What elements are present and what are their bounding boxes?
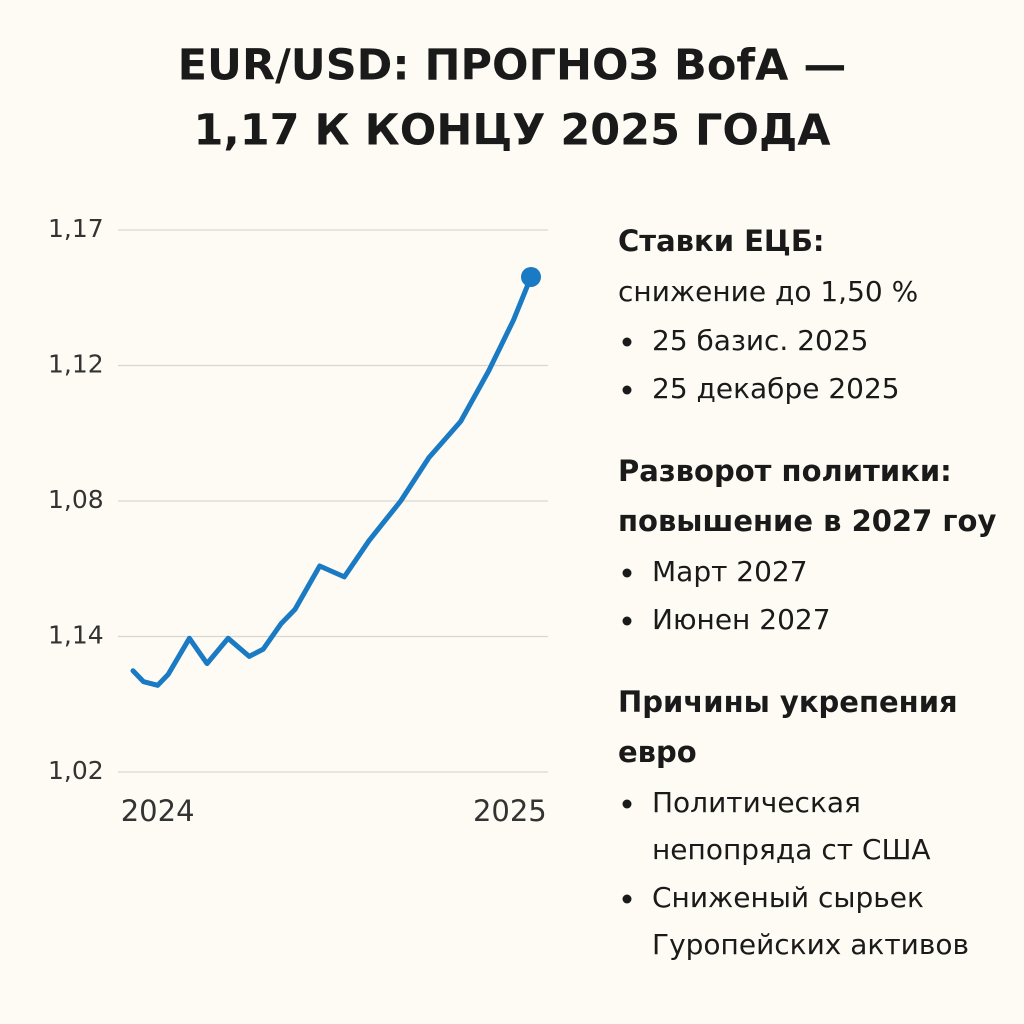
section-heading: Причины укрепения	[618, 685, 958, 719]
bullet-text: Политическая	[652, 786, 861, 819]
bullet-text: непопряда ст США	[652, 833, 931, 866]
y-tick-label: 1,08	[48, 485, 104, 514]
bullet-text: Сниженый сырьек	[652, 881, 924, 914]
bullet-text: 25 декабре 2025	[652, 372, 900, 405]
x-tick-label: 2025	[473, 794, 547, 828]
y-tick-label: 1,02	[48, 756, 104, 785]
bullet-dot	[622, 337, 632, 347]
bullet-text: Гуропейских активов	[652, 928, 969, 961]
bullet-text: Март 2027	[652, 555, 808, 588]
section-heading: Разворот политики:	[618, 454, 952, 488]
line-series	[130, 274, 534, 688]
title-line: EUR/USD: ПРОГНОЗ BofA —	[178, 41, 847, 91]
section-heading: евро	[618, 735, 697, 769]
y-tick-label: 1,14	[48, 621, 104, 650]
y-tick-label: 1,12	[48, 350, 104, 379]
section-heading: Ставки ЕЦБ:	[618, 224, 825, 258]
section-subtitle: снижение до 1,50 %	[618, 275, 918, 308]
y-tick-label: 1,17	[48, 214, 104, 243]
section-heading: повышение в 2027 гоу	[618, 504, 996, 538]
bullet-dot	[622, 616, 632, 626]
title-line: 1,17 К КОНЦУ 2025 ГОДА	[193, 106, 831, 156]
bullet-dot	[622, 385, 632, 395]
bullet-text: 25 базис. 2025	[652, 324, 869, 357]
x-tick-label: 2024	[121, 794, 195, 828]
bullet-dot	[622, 568, 632, 578]
end-point	[521, 266, 541, 287]
bullet-dot	[622, 894, 632, 904]
bullet-text: Июнен 2027	[652, 603, 831, 636]
bullet-dot	[622, 799, 632, 809]
